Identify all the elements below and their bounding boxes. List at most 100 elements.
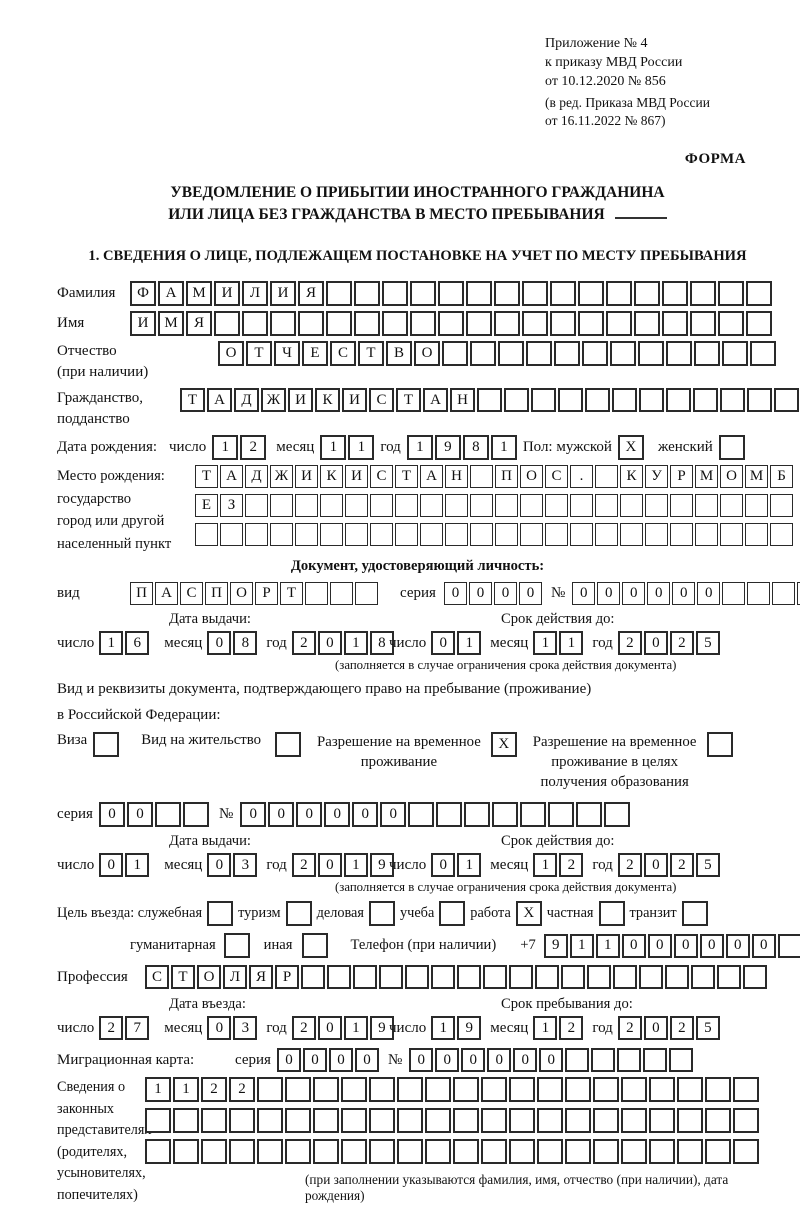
char-box[interactable] <box>481 1139 507 1164</box>
char-box[interactable]: 0 <box>268 802 294 827</box>
char-box[interactable] <box>620 523 643 546</box>
char-box[interactable]: И <box>270 281 296 306</box>
char-box[interactable] <box>453 1108 479 1133</box>
char-box[interactable]: Т <box>180 388 205 412</box>
char-box[interactable] <box>481 1108 507 1133</box>
char-box[interactable]: 0 <box>352 802 378 827</box>
char-box[interactable] <box>565 1108 591 1133</box>
char-box[interactable]: 2 <box>292 631 316 655</box>
char-box[interactable] <box>677 1108 703 1133</box>
char-box[interactable]: 0 <box>318 631 342 655</box>
char-box[interactable] <box>750 341 776 366</box>
char-box[interactable] <box>587 965 611 989</box>
char-box[interactable] <box>353 965 377 989</box>
char-box[interactable] <box>431 965 455 989</box>
char-box[interactable]: Т <box>195 465 218 488</box>
char-box[interactable]: 0 <box>700 934 724 958</box>
char-box[interactable] <box>578 311 604 336</box>
char-box[interactable]: 0 <box>207 853 231 877</box>
char-box[interactable] <box>245 494 268 517</box>
char-box[interactable] <box>606 311 632 336</box>
char-box[interactable]: Н <box>450 388 475 412</box>
char-box[interactable]: Р <box>670 465 693 488</box>
char-box[interactable]: А <box>423 388 448 412</box>
char-box[interactable] <box>649 1077 675 1102</box>
char-box[interactable] <box>582 341 608 366</box>
char-box[interactable]: 0 <box>431 631 455 655</box>
char-box[interactable] <box>470 465 493 488</box>
char-box[interactable]: 9 <box>457 1016 481 1040</box>
char-box[interactable] <box>747 582 770 605</box>
char-box[interactable] <box>722 582 745 605</box>
char-box[interactable] <box>718 311 744 336</box>
char-box[interactable]: Е <box>302 341 328 366</box>
char-box[interactable]: 0 <box>752 934 776 958</box>
char-box[interactable] <box>483 965 507 989</box>
char-box[interactable] <box>669 1048 693 1072</box>
char-box[interactable] <box>439 901 465 926</box>
char-box[interactable]: О <box>230 582 253 605</box>
char-box[interactable]: 0 <box>355 1048 379 1072</box>
char-box[interactable] <box>705 1108 731 1133</box>
char-box[interactable] <box>326 281 352 306</box>
char-box[interactable] <box>690 281 716 306</box>
char-box[interactable] <box>295 494 318 517</box>
char-box[interactable] <box>694 341 720 366</box>
char-box[interactable] <box>370 494 393 517</box>
char-box[interactable] <box>369 901 395 926</box>
char-box[interactable]: 0 <box>431 853 455 877</box>
char-box[interactable] <box>270 311 296 336</box>
char-box[interactable] <box>201 1108 227 1133</box>
char-box[interactable]: Ч <box>274 341 300 366</box>
char-box[interactable] <box>720 523 743 546</box>
char-box[interactable] <box>545 523 568 546</box>
char-box[interactable] <box>705 1139 731 1164</box>
char-box[interactable]: С <box>145 965 169 989</box>
char-box[interactable] <box>509 1108 535 1133</box>
char-box[interactable] <box>747 388 772 412</box>
char-box[interactable] <box>355 582 378 605</box>
char-box[interactable] <box>522 281 548 306</box>
char-box[interactable]: И <box>288 388 313 412</box>
char-box[interactable]: О <box>197 965 221 989</box>
char-box[interactable]: А <box>420 465 443 488</box>
char-box[interactable]: 1 <box>344 1016 368 1040</box>
char-box[interactable]: 0 <box>207 1016 231 1040</box>
char-box[interactable]: 2 <box>618 631 642 655</box>
char-box[interactable]: Я <box>249 965 273 989</box>
char-box[interactable] <box>545 494 568 517</box>
char-box[interactable] <box>410 311 436 336</box>
char-box[interactable] <box>173 1139 199 1164</box>
char-box[interactable] <box>270 494 293 517</box>
char-box[interactable]: 1 <box>344 631 368 655</box>
char-box[interactable] <box>395 494 418 517</box>
char-box[interactable] <box>395 523 418 546</box>
char-box[interactable]: 0 <box>435 1048 459 1072</box>
char-box[interactable]: 0 <box>277 1048 301 1072</box>
char-box[interactable] <box>382 281 408 306</box>
char-box[interactable]: И <box>214 281 240 306</box>
char-box[interactable] <box>326 311 352 336</box>
char-box[interactable] <box>613 965 637 989</box>
char-box[interactable] <box>522 311 548 336</box>
char-box[interactable]: 1 <box>533 631 557 655</box>
char-box[interactable] <box>327 965 351 989</box>
char-box[interactable] <box>229 1108 255 1133</box>
char-box[interactable] <box>537 1077 563 1102</box>
char-box[interactable]: М <box>186 281 212 306</box>
char-box[interactable] <box>509 965 533 989</box>
char-box[interactable]: 1 <box>457 631 481 655</box>
char-box[interactable] <box>369 1108 395 1133</box>
char-box[interactable]: 0 <box>318 853 342 877</box>
char-box[interactable]: 1 <box>212 435 238 460</box>
char-box[interactable] <box>345 494 368 517</box>
char-box[interactable] <box>643 1048 667 1072</box>
char-box[interactable] <box>595 523 618 546</box>
char-box[interactable] <box>330 582 353 605</box>
char-box[interactable]: 2 <box>240 435 266 460</box>
char-box[interactable]: 1 <box>173 1077 199 1102</box>
char-box[interactable]: А <box>158 281 184 306</box>
char-box[interactable]: 0 <box>622 934 646 958</box>
char-box[interactable] <box>746 311 772 336</box>
char-box[interactable] <box>774 388 799 412</box>
